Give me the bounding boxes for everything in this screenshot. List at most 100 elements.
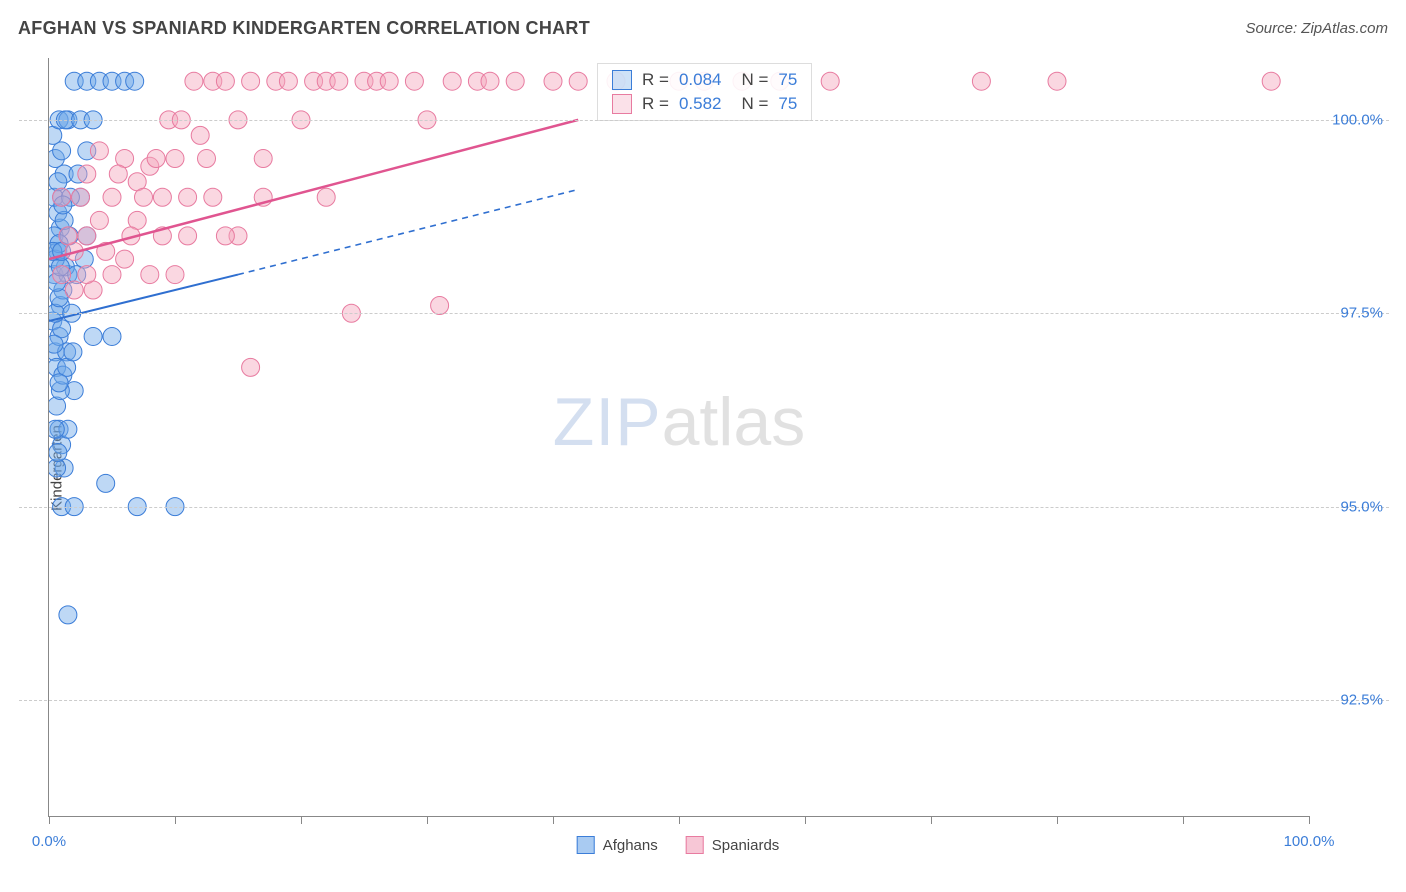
legend-label: Afghans <box>603 837 658 854</box>
x-tick <box>931 816 932 824</box>
scatter-point <box>317 188 335 206</box>
trend-line-dashed <box>238 189 578 274</box>
scatter-point <box>216 227 234 245</box>
scatter-point <box>103 327 121 345</box>
scatter-point <box>84 327 102 345</box>
scatter-point <box>166 266 184 284</box>
scatter-point <box>72 188 90 206</box>
y-tick-label: 92.5% <box>1340 691 1383 708</box>
scatter-point <box>431 297 449 315</box>
scatter-point <box>198 150 216 168</box>
x-tick <box>679 816 680 824</box>
scatter-point <box>103 188 121 206</box>
gridline-h <box>19 313 1389 314</box>
scatter-point <box>78 227 96 245</box>
scatter-point <box>166 150 184 168</box>
scatter-point <box>78 266 96 284</box>
scatter-point <box>103 266 121 284</box>
stat-swatch <box>612 70 632 90</box>
scatter-point <box>135 188 153 206</box>
stat-r-value: 0.084 <box>679 70 722 90</box>
y-tick-label: 97.5% <box>1340 305 1383 322</box>
x-tick <box>427 816 428 824</box>
gridline-h <box>19 700 1389 701</box>
scatter-point <box>49 173 67 191</box>
correlation-stats-box: R = 0.084 N = 75R = 0.582 N = 75 <box>597 63 812 121</box>
x-tick <box>301 816 302 824</box>
scatter-point <box>59 606 77 624</box>
legend-item: Afghans <box>577 836 658 854</box>
scatter-point <box>506 72 524 90</box>
stat-n-value: 75 <box>778 94 797 114</box>
scatter-point <box>90 211 108 229</box>
scatter-point <box>116 250 134 268</box>
scatter-point <box>153 188 171 206</box>
x-tick <box>805 816 806 824</box>
scatter-point <box>49 443 67 461</box>
gridline-h <box>19 120 1389 121</box>
stat-row: R = 0.084 N = 75 <box>598 68 811 92</box>
legend: Afghans Spaniards <box>577 836 780 854</box>
legend-item: Spaniards <box>686 836 780 854</box>
x-tick <box>49 816 50 824</box>
legend-label: Spaniards <box>712 837 780 854</box>
chart-source: Source: ZipAtlas.com <box>1245 20 1388 37</box>
scatter-point <box>544 72 562 90</box>
legend-swatch <box>686 836 704 854</box>
chart-title: AFGHAN VS SPANIARD KINDERGARTEN CORRELAT… <box>18 18 590 39</box>
scatter-point <box>443 72 461 90</box>
scatter-point <box>126 72 144 90</box>
scatter-point <box>64 343 82 361</box>
scatter-point <box>279 72 297 90</box>
stat-n-label: N = <box>741 70 768 90</box>
x-tick <box>1309 816 1310 824</box>
legend-swatch <box>577 836 595 854</box>
stat-n-value: 75 <box>778 70 797 90</box>
scatter-point <box>53 142 71 160</box>
y-tick-label: 95.0% <box>1340 498 1383 515</box>
scatter-point <box>821 72 839 90</box>
x-tick <box>1183 816 1184 824</box>
plot-area: ZIPatlas R = 0.084N = 75R = 0.582N = 75 … <box>48 58 1309 817</box>
stat-row: R = 0.582N = 75 <box>598 92 811 116</box>
scatter-point <box>53 266 71 284</box>
scatter-point <box>65 281 83 299</box>
x-tick <box>553 816 554 824</box>
scatter-point <box>59 227 77 245</box>
chart-container: Kindergarten ZIPatlas R = 0.084N = 75R =… <box>18 58 1388 878</box>
x-tick-label: 0.0% <box>32 833 66 850</box>
scatter-point <box>49 397 66 415</box>
scatter-point <box>179 227 197 245</box>
stat-r-label: R = <box>642 70 669 90</box>
scatter-point <box>242 358 260 376</box>
chart-header: AFGHAN VS SPANIARD KINDERGARTEN CORRELAT… <box>18 18 1388 39</box>
scatter-point <box>50 374 68 392</box>
x-tick-label: 100.0% <box>1284 833 1335 850</box>
stat-r-value: 0.582 <box>679 94 722 114</box>
scatter-point <box>1048 72 1066 90</box>
scatter-point <box>242 72 260 90</box>
scatter-point <box>90 142 108 160</box>
x-tick <box>1057 816 1058 824</box>
scatter-point <box>204 188 222 206</box>
scatter-point <box>78 165 96 183</box>
scatter-point <box>185 72 203 90</box>
scatter-point <box>569 72 587 90</box>
stat-n-label: N = <box>741 94 768 114</box>
scatter-point <box>147 150 165 168</box>
scatter-point <box>53 188 71 206</box>
scatter-point <box>109 165 127 183</box>
scatter-point <box>1262 72 1280 90</box>
scatter-point <box>191 126 209 144</box>
scatter-point <box>179 188 197 206</box>
scatter-point <box>405 72 423 90</box>
scatter-point <box>380 72 398 90</box>
scatter-point <box>972 72 990 90</box>
scatter-point <box>49 335 63 353</box>
scatter-point <box>216 72 234 90</box>
scatter-point <box>141 266 159 284</box>
gridline-h <box>19 507 1389 508</box>
trend-line <box>49 120 578 259</box>
scatter-point <box>330 72 348 90</box>
stat-swatch <box>612 94 632 114</box>
